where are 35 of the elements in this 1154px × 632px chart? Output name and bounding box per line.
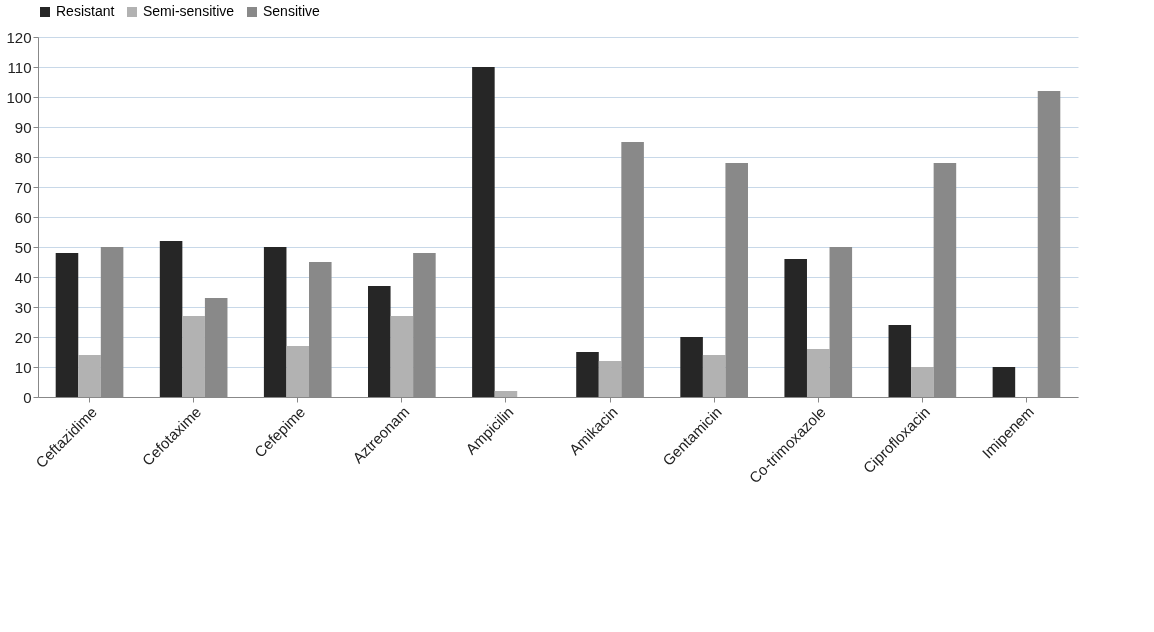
legend-label: Sensitive: [263, 3, 321, 19]
bar: [702, 355, 726, 397]
bar: [911, 367, 934, 397]
bar: [992, 367, 1016, 397]
y-tick-label: 20: [14, 328, 32, 346]
y-tick-label: 90: [14, 118, 32, 136]
bar: [784, 259, 807, 397]
bar: [888, 325, 912, 397]
bar: [390, 316, 414, 397]
y-tick-label: 0: [23, 388, 32, 406]
y-tick-label: 50: [14, 238, 32, 256]
y-tick-label: 10: [14, 358, 32, 376]
bar: [494, 391, 518, 397]
bar: [159, 241, 183, 397]
legend-label: Resistant: [56, 3, 115, 19]
y-tick-label: 100: [6, 88, 32, 106]
bar: [368, 286, 391, 397]
y-tick-label: 60: [14, 208, 32, 226]
bar: [680, 337, 703, 397]
bar: [286, 346, 310, 397]
bar: [55, 253, 79, 397]
bar: [263, 247, 287, 397]
y-tick-label: 70: [14, 178, 32, 196]
bar: [182, 316, 205, 397]
bar: [598, 361, 622, 397]
bar: [576, 352, 599, 397]
bar: [806, 349, 830, 397]
y-tick-label: 80: [14, 148, 32, 166]
y-tick-label: 120: [6, 28, 32, 46]
y-tick-label: 110: [7, 58, 32, 76]
legend-label: Semi-sensitive: [143, 3, 235, 19]
y-tick-label: 30: [14, 298, 32, 316]
bar: [472, 67, 495, 397]
bar: [78, 355, 101, 397]
y-tick-label: 40: [14, 268, 32, 286]
